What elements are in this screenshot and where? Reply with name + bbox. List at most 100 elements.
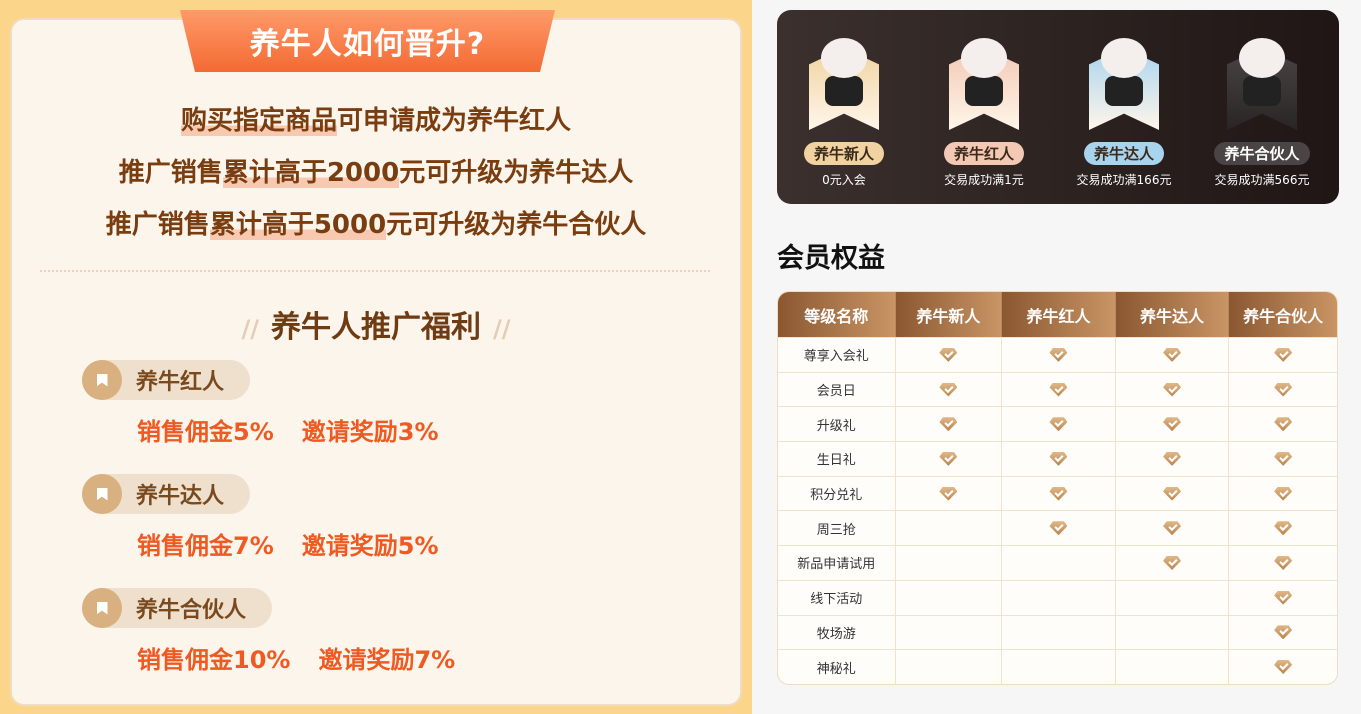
table-row: 新品申请试用 <box>778 545 1337 580</box>
benefit-cell <box>1229 406 1337 441</box>
welfare-title: //养牛人推广福利// <box>241 310 511 345</box>
benefit-cell <box>1229 510 1337 545</box>
benefit-cell <box>1002 649 1116 684</box>
tier-2: 养牛达人 销售佣金7% 邀请奖励5% <box>82 474 439 560</box>
table-row: 生日礼 <box>778 441 1337 476</box>
table-row: 周三抢 <box>778 510 1337 546</box>
benefit-cell <box>1115 371 1230 407</box>
benefit-cell <box>895 614 1003 650</box>
benefit-cell <box>1002 337 1116 372</box>
level-2: 养牛红人 交易成功满1元 <box>914 10 1054 188</box>
benefit-cell <box>1115 406 1230 442</box>
benefit-cell <box>895 579 1003 615</box>
benefit-cell <box>895 649 1003 684</box>
commission: 销售佣金7% <box>137 532 274 560</box>
benefit-name: 会员日 <box>778 371 896 407</box>
benefit-cell <box>1115 337 1230 372</box>
level-name: 养牛新人 <box>803 142 884 165</box>
level-condition: 交易成功满166元 <box>1076 173 1172 187</box>
benefit-cell <box>895 371 1003 407</box>
benefit-name: 新品申请试用 <box>778 545 896 580</box>
level-1: 养牛新人 0元入会 <box>774 10 914 188</box>
benefit-cell <box>1229 337 1337 372</box>
table-row: 会员日 <box>778 371 1337 407</box>
benefit-cell <box>1115 510 1230 546</box>
benefit-cell <box>1002 614 1116 650</box>
tier-rewards: 销售佣金5% 邀请奖励3% <box>137 412 439 447</box>
check-icon <box>1274 590 1293 605</box>
level-4: 养牛合伙人 交易成功满566元 <box>1192 10 1332 188</box>
benefits-table: 等级名称 养牛新人 养牛红人 养牛达人 养牛合伙人 尊享入会礼 会员日 升级礼 生日礼 积分兑礼周… <box>777 291 1338 685</box>
check-icon <box>1274 382 1293 397</box>
check-icon <box>1274 451 1293 466</box>
table-row: 尊享入会礼 <box>778 337 1337 372</box>
tier-pill: 养牛达人 <box>82 474 251 514</box>
benefit-cell <box>1002 579 1116 615</box>
level-condition: 0元入会 <box>822 173 866 187</box>
check-icon <box>1049 417 1068 432</box>
benefit-cell <box>1115 579 1230 615</box>
benefit-cell <box>1229 441 1337 476</box>
commission: 销售佣金5% <box>137 418 274 446</box>
table-row: 线下活动 <box>778 579 1337 615</box>
rule-2: 推广销售累计高于2000元可升级为养牛达人 <box>118 158 634 188</box>
table-row: 积分兑礼 <box>778 475 1337 511</box>
benefit-cell <box>1229 545 1337 580</box>
benefit-name: 生日礼 <box>778 441 896 476</box>
benefit-cell <box>895 406 1003 442</box>
tier-rewards: 销售佣金7% 邀请奖励5% <box>137 526 439 561</box>
benefit-cell <box>1229 614 1337 650</box>
level-condition: 交易成功满566元 <box>1214 173 1310 187</box>
check-icon <box>1163 451 1182 466</box>
bookmark-icon <box>82 588 122 628</box>
check-icon <box>939 417 958 432</box>
check-icon <box>1049 451 1068 466</box>
invite-reward: 邀请奖励7% <box>318 646 456 674</box>
rule-3: 推广销售累计高于5000元可升级为养牛合伙人 <box>105 210 647 240</box>
benefit-name: 周三抢 <box>778 510 896 546</box>
level-3: 养牛达人 交易成功满166元 <box>1054 10 1194 188</box>
table-row: 牧场游 <box>778 614 1337 650</box>
benefit-cell <box>895 441 1003 476</box>
benefits-title: 会员权益 <box>777 243 885 274</box>
mascot-badge-icon <box>949 38 1019 130</box>
benefit-name: 尊享入会礼 <box>778 337 896 372</box>
membership-levels-card: 养牛新人 0元入会 养牛红人 交易成功满1元 养牛达人 交易成功满166元 养牛… <box>777 10 1339 204</box>
check-icon <box>939 486 958 501</box>
column-header: 等级名称 <box>778 292 896 337</box>
benefit-cell <box>895 510 1003 546</box>
bookmark-icon <box>82 360 122 400</box>
benefit-name: 牧场游 <box>778 614 896 650</box>
benefit-cell <box>1115 475 1230 511</box>
benefit-cell <box>1115 614 1230 650</box>
mascot-badge-icon <box>1227 38 1297 130</box>
check-icon <box>1049 486 1068 501</box>
check-icon <box>939 451 958 466</box>
benefit-cell <box>1229 579 1337 615</box>
benefit-cell <box>895 475 1003 511</box>
column-header: 养牛红人 <box>1002 292 1116 337</box>
rule-1: 购买指定商品可申请成为养牛红人 <box>180 106 572 136</box>
benefit-name: 积分兑礼 <box>778 475 896 511</box>
check-icon <box>1049 382 1068 397</box>
benefit-cell <box>1115 441 1230 476</box>
column-header: 养牛合伙人 <box>1229 292 1337 337</box>
table-row: 神秘礼 <box>778 649 1337 684</box>
check-icon <box>1274 347 1293 362</box>
check-icon <box>1163 417 1182 432</box>
table-row: 升级礼 <box>778 406 1337 442</box>
check-icon <box>1163 555 1182 570</box>
check-icon <box>1274 486 1293 501</box>
promotion-title: 养牛人如何晋升? <box>180 10 555 72</box>
benefit-cell <box>1002 475 1116 511</box>
level-name: 养牛达人 <box>1083 142 1164 165</box>
check-icon <box>1274 417 1293 432</box>
check-icon <box>1274 625 1293 640</box>
bookmark-icon <box>82 474 122 514</box>
benefit-cell <box>1002 510 1116 546</box>
benefit-cell <box>1002 371 1116 407</box>
tier-3: 养牛合伙人 销售佣金10% 邀请奖励7% <box>82 588 455 674</box>
commission: 销售佣金10% <box>137 646 291 674</box>
tier-name: 养牛红人 <box>136 370 225 395</box>
column-header: 养牛达人 <box>1115 292 1230 337</box>
